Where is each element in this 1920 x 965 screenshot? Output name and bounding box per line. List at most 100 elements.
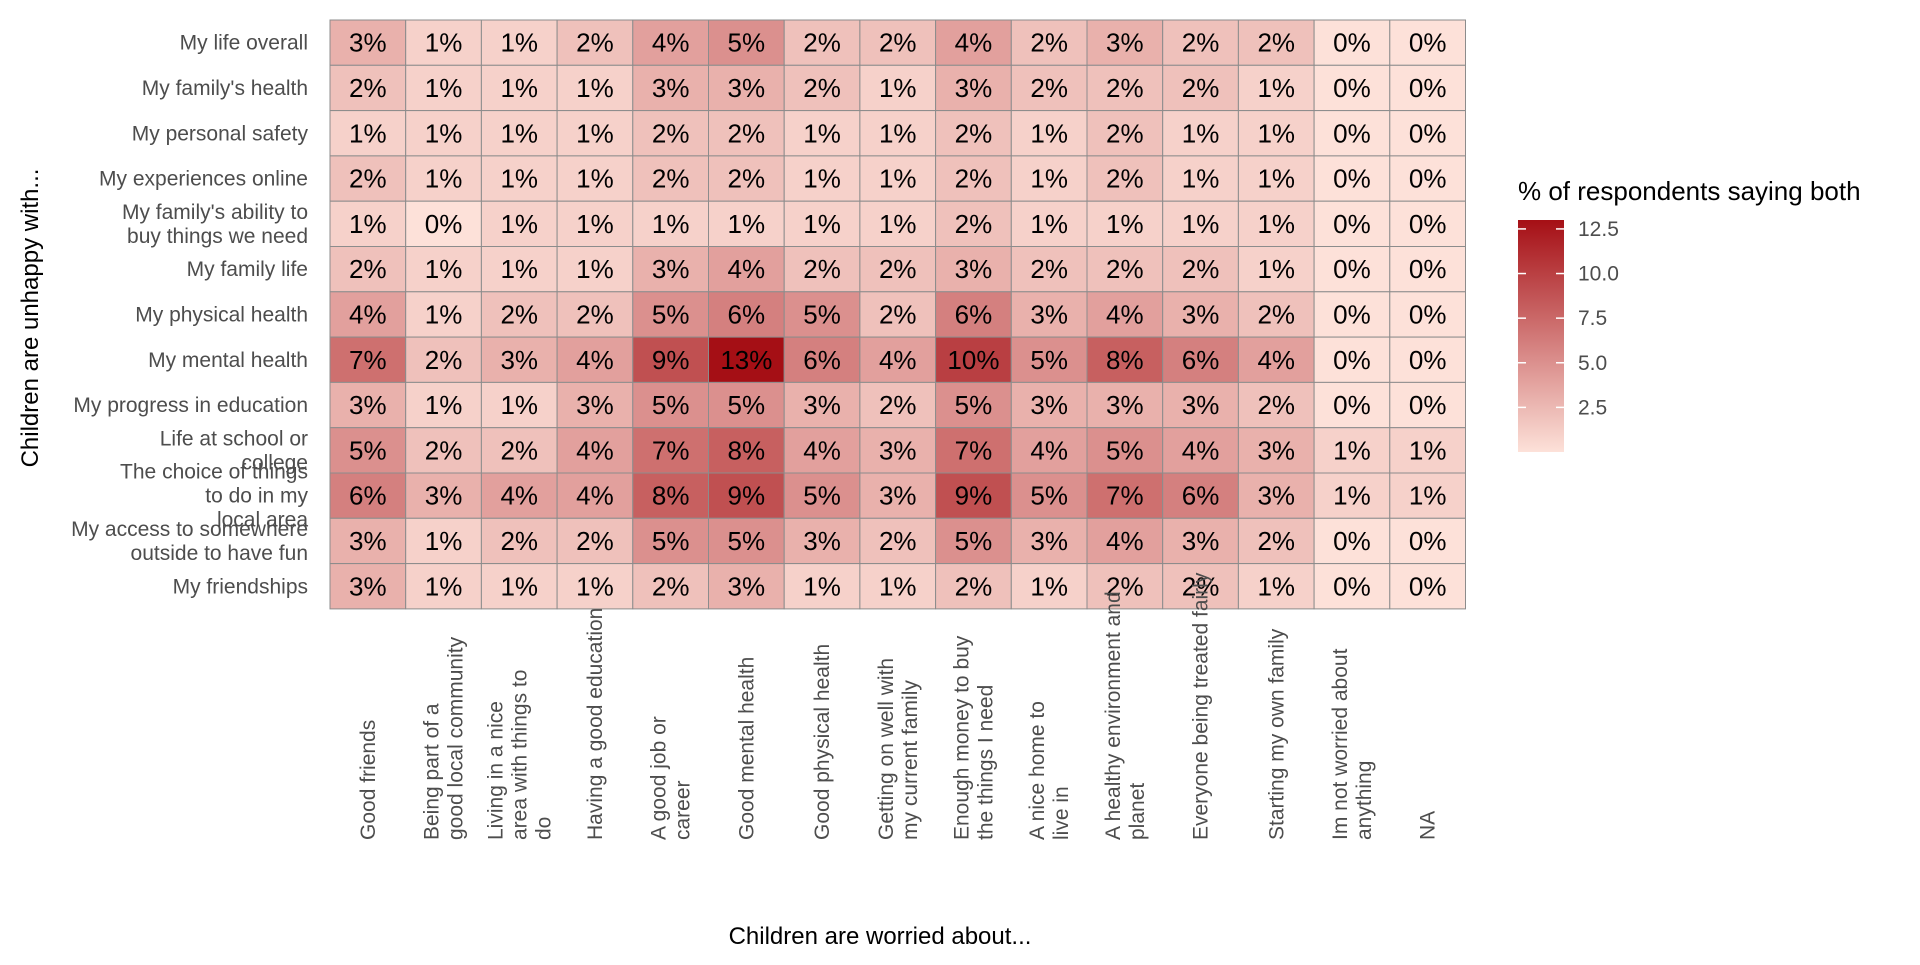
heatmap-cell [329, 246, 407, 293]
heatmap-cell [708, 381, 785, 429]
heatmap-cell [1313, 336, 1391, 383]
heatmap-cell [783, 336, 861, 383]
heatmap-cell [783, 291, 861, 338]
heatmap-cell [405, 155, 482, 202]
cell-value-label: 2% [1257, 526, 1295, 556]
heatmap-cell [708, 563, 785, 610]
cell-value-label: 3% [1182, 526, 1220, 556]
cell-value-label: 0% [1409, 209, 1447, 239]
heatmap-cell [1010, 472, 1088, 519]
cell-value-label: 6% [1182, 345, 1220, 375]
y-tick-label: My life overall [180, 32, 308, 55]
cell-value-label: 4% [1106, 299, 1144, 329]
cell-value-label: 1% [500, 571, 538, 601]
heatmap-cell [329, 517, 407, 565]
cell-value-label: 1% [1182, 118, 1220, 148]
heatmap-cell [783, 381, 861, 429]
heatmap-cell [859, 200, 937, 247]
cell-value-label: 5% [1106, 435, 1144, 465]
heatmap-cell [556, 246, 634, 293]
heatmap-cell [480, 19, 558, 66]
cell-value-label: 1% [879, 73, 917, 103]
heatmap-cell [1237, 336, 1315, 383]
x-tick-label: Living in a nicearea with things todo [484, 670, 555, 840]
heatmap-cell [1086, 472, 1164, 519]
cell-value-label: 0% [1409, 571, 1447, 601]
x-tick-label: Enough money to buythe things I need [950, 635, 997, 840]
heatmap-cell [935, 246, 1012, 293]
heatmap-cell [329, 563, 407, 610]
heatmap-cell [1162, 110, 1239, 157]
cell-value-label: 2% [652, 118, 690, 148]
cell-value-label: 8% [652, 481, 690, 511]
heatmap-cell [480, 563, 558, 610]
heatmap-cell [1313, 155, 1391, 202]
heatmap-cell [1086, 155, 1164, 202]
cell-value-label: 3% [425, 481, 463, 511]
heatmap-cell [632, 336, 709, 383]
heatmap-cell [708, 155, 785, 202]
cell-value-label: 7% [349, 345, 387, 375]
cell-value-label: 0% [1409, 73, 1447, 103]
heatmap-cell [329, 64, 407, 112]
cell-value-label: 1% [349, 118, 387, 148]
heatmap-cell [859, 381, 937, 429]
heatmap-cell [1086, 427, 1164, 474]
cell-value-label: 10% [947, 345, 999, 375]
cell-value-label: 1% [1333, 481, 1371, 511]
cell-value-label: 0% [1409, 254, 1447, 284]
heatmap-cell [859, 64, 937, 112]
cell-value-label: 1% [1257, 254, 1295, 284]
cell-value-label: 3% [349, 571, 387, 601]
cell-value-label: 1% [425, 526, 463, 556]
heatmap-cell [329, 381, 407, 429]
cell-value-label: 1% [1257, 118, 1295, 148]
cell-value-label: 1% [576, 571, 614, 601]
heatmap-cell [1162, 64, 1239, 112]
heatmap-cell [405, 246, 482, 293]
cell-value-label: 1% [1030, 209, 1068, 239]
legend-color-bar [1518, 220, 1564, 452]
heatmap-cell [1313, 64, 1391, 112]
cell-value-label: 4% [728, 254, 766, 284]
cells-layer: 3% 1% 1% 2% 4% 5% 2% 2% 4% 2% 3% 2% 2% 0% 0% 2% 1% 1% 1% 3%… [329, 19, 1467, 610]
heatmap-cell [556, 200, 634, 247]
cell-value-label: 2% [1030, 254, 1068, 284]
cell-value-label: 2% [1106, 254, 1144, 284]
cell-value-label: 0% [1333, 118, 1371, 148]
cell-value-label: 2% [1106, 118, 1144, 148]
cell-value-label: 6% [1182, 481, 1220, 511]
cell-value-label: 3% [728, 571, 766, 601]
cell-value-label: 1% [1409, 481, 1447, 511]
heatmap-cell [1010, 155, 1088, 202]
heatmap-cell [480, 517, 558, 565]
cell-value-label: 3% [803, 390, 841, 420]
x-tick-labels: Good friends Being part of agood local co… [357, 572, 1440, 840]
heatmap-cell [859, 563, 937, 610]
cell-value-label: 4% [576, 481, 614, 511]
cell-value-label: 4% [879, 345, 917, 375]
cell-value-label: 4% [1030, 435, 1068, 465]
cell-value-label: 2% [879, 28, 917, 58]
cell-value-label: 2% [803, 254, 841, 284]
heatmap-cell [405, 336, 482, 383]
heatmap-cell [480, 155, 558, 202]
x-tick-label: Good friends [357, 720, 380, 840]
y-axis-title: Children are unhappy with... [17, 169, 44, 468]
heatmap-cell [1237, 200, 1315, 247]
cell-value-label: 1% [879, 209, 917, 239]
cell-value-label: 1% [652, 209, 690, 239]
heatmap-cell [1162, 563, 1239, 610]
cell-value-label: 1% [1030, 571, 1068, 601]
heatmap-cell [1010, 200, 1088, 247]
cell-value-label: 1% [1030, 118, 1068, 148]
heatmap-cell [935, 291, 1012, 338]
cell-value-label: 3% [879, 481, 917, 511]
x-tick-label: Starting my own family [1265, 628, 1288, 840]
x-tick-label: Everyone being treated fairly [1190, 572, 1213, 840]
cell-value-label: 2% [1182, 28, 1220, 58]
cell-value-label: 7% [955, 435, 993, 465]
cell-value-label: 3% [1030, 299, 1068, 329]
cell-value-label: 1% [425, 164, 463, 194]
cell-value-label: 2% [500, 299, 538, 329]
